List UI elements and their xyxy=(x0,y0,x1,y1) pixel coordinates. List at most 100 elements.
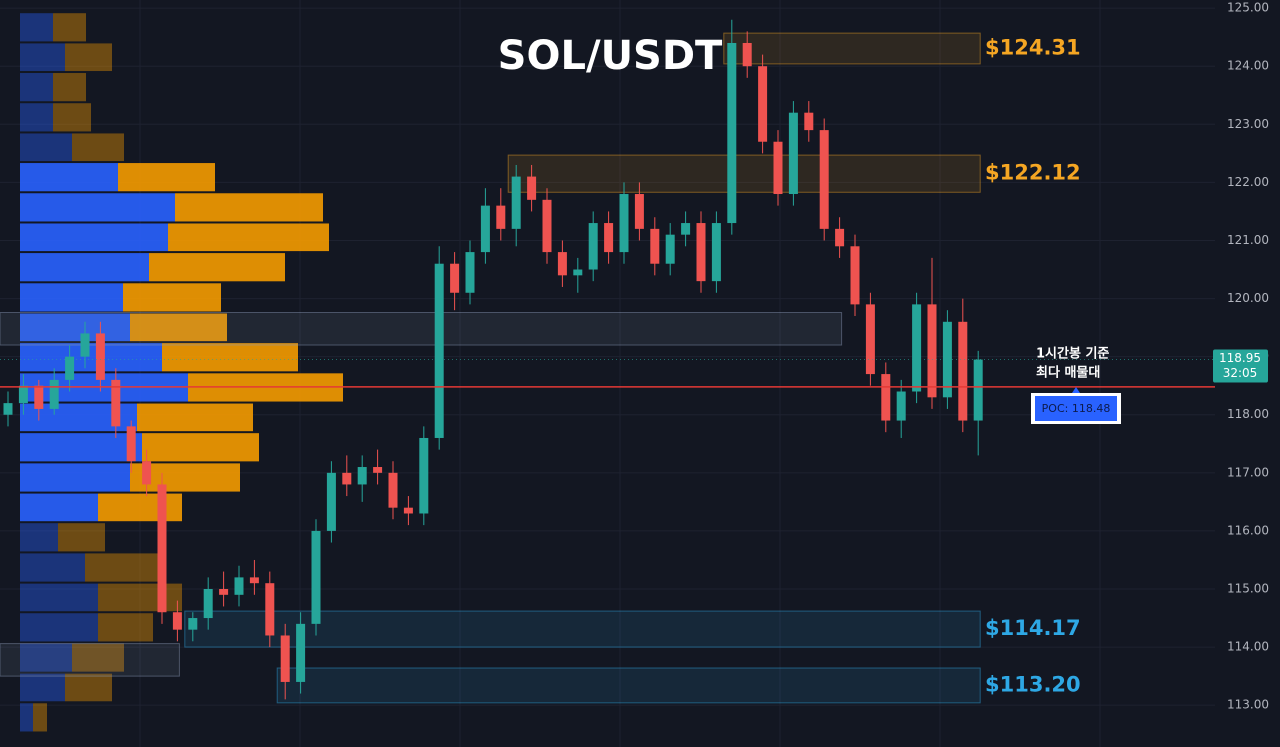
candle-body xyxy=(373,467,383,473)
y-tick-label: 118.00 xyxy=(1227,407,1269,421)
profile-sell xyxy=(85,553,163,582)
candle-body xyxy=(34,385,44,409)
profile-buy xyxy=(20,463,130,492)
candle-body xyxy=(527,176,537,200)
profile-buy xyxy=(20,103,53,132)
candle-body xyxy=(588,223,598,270)
annotation: 1시간봉 기준 xyxy=(1036,346,1109,362)
candle-body xyxy=(927,304,937,398)
candle-body xyxy=(727,42,737,224)
profile-buy xyxy=(20,553,85,582)
candle-body xyxy=(912,304,922,392)
poc-pointer xyxy=(1072,387,1080,393)
profile-buy xyxy=(20,133,72,162)
candle-body xyxy=(265,583,275,636)
candle-body xyxy=(203,589,213,619)
profile-buy xyxy=(20,223,168,252)
y-tick-label: 114.00 xyxy=(1227,640,1269,654)
candle-body xyxy=(95,333,105,380)
profile-buy xyxy=(20,193,175,222)
profile-sell xyxy=(53,13,86,42)
countdown: 32:05 xyxy=(1223,366,1258,380)
y-tick-label: 125.00 xyxy=(1227,1,1269,15)
profile-sell xyxy=(58,523,105,552)
candle-body xyxy=(650,228,660,264)
candle-body xyxy=(80,333,90,357)
zone xyxy=(507,154,981,193)
profile-sell xyxy=(98,583,182,612)
candle-body xyxy=(419,437,429,514)
zone-label: $114.17 xyxy=(985,616,1081,640)
candle-body xyxy=(388,472,398,508)
poc-label: POC: 118.48 xyxy=(1042,402,1111,415)
candle-body xyxy=(619,194,629,253)
candle-body xyxy=(480,205,490,253)
last-price-tag xyxy=(1213,349,1268,383)
candle-body xyxy=(511,176,521,229)
profile-sell xyxy=(33,703,47,732)
candle-body xyxy=(3,403,13,415)
candle-body xyxy=(450,263,460,293)
candle-body xyxy=(342,472,352,485)
candle-body xyxy=(604,223,614,253)
profile-sell xyxy=(118,163,215,192)
profile-sell xyxy=(72,643,124,672)
profile-buy xyxy=(20,493,98,522)
candle-body xyxy=(634,194,644,229)
candle-body xyxy=(219,589,229,595)
candle-body xyxy=(280,635,290,682)
candle-body xyxy=(157,484,167,613)
candle-body xyxy=(665,234,675,264)
profile-buy xyxy=(20,583,98,612)
profile-sell xyxy=(65,43,112,72)
candle-body xyxy=(788,112,798,195)
zone-label: $124.31 xyxy=(985,36,1081,60)
profile-buy xyxy=(20,613,98,642)
y-tick-label: 115.00 xyxy=(1227,582,1269,596)
zone-label: $122.12 xyxy=(985,161,1081,185)
profile-buy xyxy=(20,523,58,552)
candle-body xyxy=(465,252,475,293)
candle-body xyxy=(896,391,906,421)
candle-body xyxy=(18,385,28,404)
candle-body xyxy=(434,263,444,438)
profile-sell xyxy=(98,613,153,642)
candle-body xyxy=(188,618,198,630)
candle-body xyxy=(65,356,75,380)
candle-body xyxy=(496,205,506,229)
candle-body xyxy=(758,66,768,142)
profile-buy xyxy=(20,253,149,282)
candle-body xyxy=(296,623,306,682)
profile-sell xyxy=(168,223,329,252)
profile-buy xyxy=(20,43,65,72)
candle-body xyxy=(835,228,845,247)
candle-body xyxy=(357,467,367,485)
candle-body xyxy=(819,130,829,229)
profile-buy xyxy=(20,73,53,102)
candle-body xyxy=(696,223,706,282)
candle-body xyxy=(573,269,583,276)
candle-body xyxy=(542,199,552,253)
candle-body xyxy=(742,42,752,67)
profile-sell xyxy=(162,343,298,372)
candle-body xyxy=(311,530,321,624)
candle-body xyxy=(142,461,152,485)
candle-body xyxy=(249,577,259,584)
zone xyxy=(0,643,180,677)
profile-buy xyxy=(20,313,130,342)
candle-body xyxy=(850,246,860,305)
profile-buy xyxy=(20,283,123,312)
last-price-label: 118.95 xyxy=(1219,351,1261,365)
y-tick-label: 116.00 xyxy=(1227,523,1269,537)
candle-body xyxy=(865,304,875,375)
profile-buy xyxy=(20,163,118,192)
profile-buy xyxy=(20,673,65,702)
candle-body xyxy=(403,507,413,514)
y-tick-label: 121.00 xyxy=(1227,233,1269,247)
candle-body xyxy=(557,252,567,276)
profile-buy xyxy=(20,433,142,462)
y-tick-label: 123.00 xyxy=(1227,117,1269,131)
profile-sell xyxy=(65,673,112,702)
candle-body xyxy=(126,426,136,462)
